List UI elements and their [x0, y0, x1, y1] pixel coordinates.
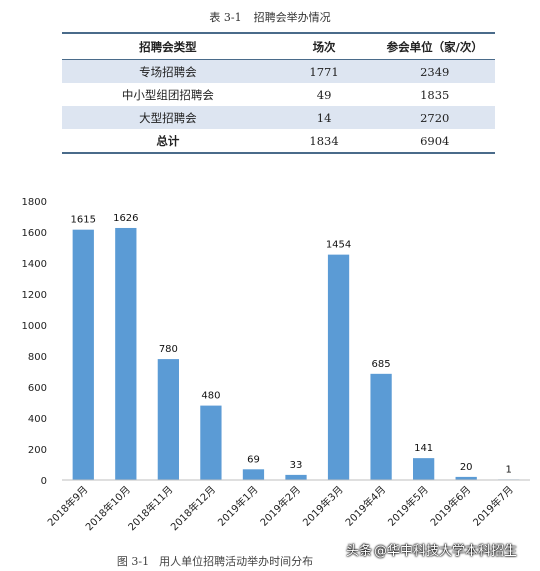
bar — [285, 474, 307, 480]
bar-value-label: 1626 — [113, 213, 138, 224]
table-row: 中小型组团招聘会 49 1835 — [62, 83, 495, 106]
y-axis: 0 200 400 600 800 1000 1200 1400 1600 1800 — [22, 197, 47, 487]
x-tick-label: 2019年7月 — [470, 483, 516, 529]
cell-sessions: 49 — [316, 87, 332, 102]
table-caption: 表 3-1 招聘会举办情况 — [0, 9, 540, 25]
cell-total-label: 总计 — [62, 129, 274, 154]
bar-value-label: 33 — [290, 460, 303, 471]
cell-sessions: 1771 — [273, 59, 375, 83]
table-total-row: 总计 1834 6904 — [62, 129, 495, 154]
y-tick-label: 400 — [28, 414, 47, 425]
header-employers: 参会单位（家/次） — [374, 32, 495, 60]
x-axis: 2018年9月2018年10月2018年11月2018年12月2019年1月20… — [45, 479, 530, 533]
x-tick-label: 2019年2月 — [257, 483, 303, 529]
bar — [327, 254, 350, 480]
cell-employers: 2720 — [374, 106, 495, 129]
cell-sessions: 14 — [273, 106, 375, 129]
recruitment-fair-table: 招聘会类型 场次 参会单位（家/次） 专场招聘会 1771 2349 中小型组团… — [62, 32, 495, 154]
x-tick-label: 2019年4月 — [342, 483, 388, 529]
header-sessions: 场次 — [273, 32, 375, 60]
table-row: 专场招聘会 1771 2349 — [62, 59, 495, 83]
figure-caption: 图 3-1 用人单位招聘活动举办时间分布 — [0, 553, 430, 569]
cell-fair-type: 中小型组团招聘会 — [121, 87, 214, 102]
figure-caption-title: 用人单位招聘活动举办时间分布 — [159, 555, 314, 568]
bar-value-label: 1454 — [326, 240, 351, 251]
bars — [72, 227, 520, 480]
y-tick-label: 1600 — [22, 228, 47, 239]
bar — [370, 373, 392, 480]
table-caption-number: 表 3-1 — [209, 11, 242, 24]
cell-employers: 2349 — [374, 59, 495, 83]
x-tick-label: 2019年5月 — [385, 483, 431, 529]
table-header-row: 招聘会类型 场次 参会单位（家/次） — [62, 32, 495, 60]
bar — [200, 405, 222, 480]
y-tick-label: 1000 — [22, 321, 47, 332]
bar-value-label: 780 — [159, 344, 178, 355]
bar — [242, 469, 265, 480]
table-caption-title: 招聘会举办情况 — [253, 11, 331, 24]
bar — [413, 458, 435, 480]
bar-value-label: 685 — [372, 359, 391, 370]
bar — [72, 229, 94, 480]
y-tick-label: 0 — [41, 476, 47, 487]
bar — [157, 359, 179, 480]
header-fair-type: 招聘会类型 — [62, 32, 274, 60]
y-tick-label: 1200 — [22, 290, 47, 301]
watermark-handle: @华中科技大学本科招生 — [374, 544, 518, 559]
bar-value-label: 141 — [414, 443, 433, 454]
table-row: 大型招聘会 14 2720 — [62, 106, 495, 129]
cell-total-sessions: 1834 — [273, 129, 375, 154]
x-tick-label: 2018年11月 — [125, 483, 175, 533]
x-tick-label: 2019年3月 — [300, 483, 346, 529]
watermark-prefix: 头条 — [346, 544, 373, 559]
x-tick-label: 2018年10月 — [83, 483, 133, 533]
figure-caption-number: 图 3-1 — [116, 555, 150, 568]
y-tick-label: 600 — [28, 383, 47, 394]
bar — [115, 227, 137, 480]
bar-value-label: 1615 — [71, 215, 96, 226]
bar — [455, 476, 477, 480]
cell-employers: 1835 — [420, 87, 450, 102]
bar-value-label: 20 — [460, 462, 473, 473]
bar-value-label: 480 — [201, 391, 220, 402]
x-tick-label: 2019年1月 — [215, 483, 261, 529]
x-tick-label: 2018年9月 — [45, 483, 91, 529]
y-tick-label: 1800 — [22, 197, 47, 208]
cell-total-employers: 6904 — [374, 129, 495, 154]
cell-fair-type: 专场招聘会 — [62, 59, 274, 83]
bar-value-labels: 1615 1626 780 480 69 33 1454 685 141 20 1 — [71, 213, 512, 475]
watermark: 头条 @华中科技大学本科招生 — [346, 540, 517, 559]
y-tick-label: 1400 — [22, 259, 47, 270]
y-tick-label: 800 — [28, 352, 47, 363]
y-tick-label: 200 — [28, 445, 47, 456]
cell-fair-type: 大型招聘会 — [62, 106, 274, 129]
bar-value-label: 69 — [247, 454, 260, 465]
x-tick-label: 2019年6月 — [427, 483, 473, 529]
bar-value-label: 1 — [506, 464, 512, 475]
x-tick-label: 2018年12月 — [168, 483, 218, 533]
